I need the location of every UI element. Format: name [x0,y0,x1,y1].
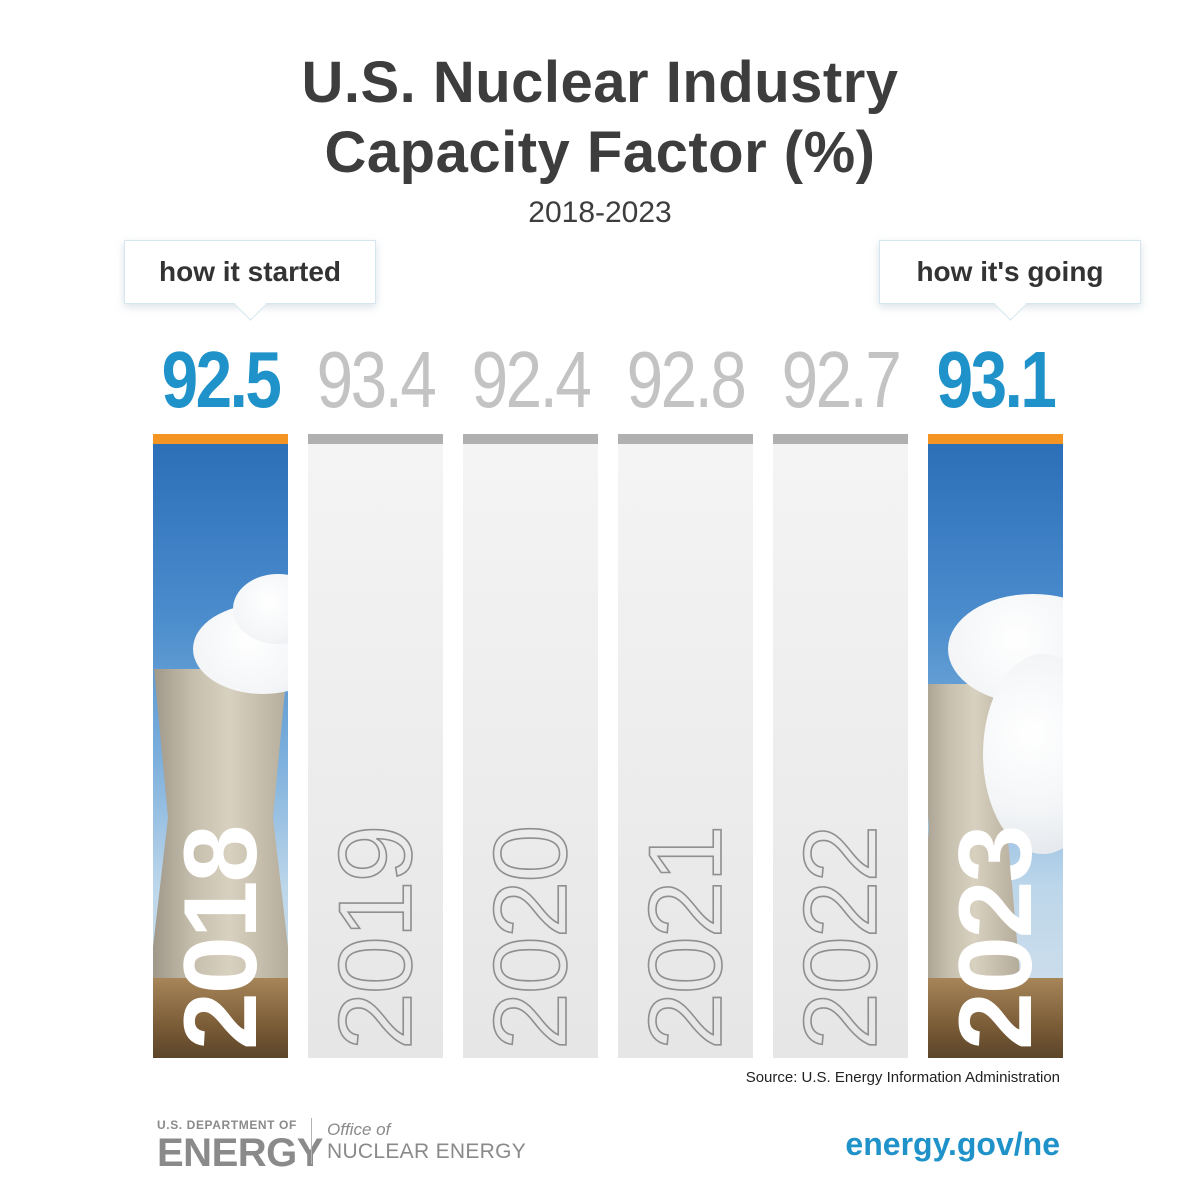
bar-cap-2023 [928,434,1063,444]
chart-subtitle: 2018-2023 [528,196,672,229]
grass-field [153,978,288,1058]
chart-title-line-1: U.S. Nuclear Industry [301,50,899,115]
office-line-1: Office of [327,1120,391,1139]
bar-2023: 2023 [928,444,1063,1058]
bar-cap-2018 [153,434,288,444]
bar-2020: 2020 [463,444,598,1058]
bar-2019: 2019 [308,444,443,1058]
website-link[interactable]: energy.gov/ne [845,1126,1060,1162]
value-label-2022: 92.7 [781,335,902,424]
doe-logo-small-text: U.S. DEPARTMENT OF [157,1118,297,1132]
bar-cap-2022 [773,434,908,444]
category-label-2022: 2022 [782,826,900,1051]
office-of-nuclear-energy: Office of NUCLEAR ENERGY [327,1120,526,1164]
category-label-2020: 2020 [472,826,590,1051]
category-label-2023: 2023 [937,826,1054,1050]
value-label-2018: 92.5 [161,335,282,424]
category-label-2019: 2019 [317,826,435,1051]
value-label-2019: 93.4 [316,335,437,424]
bar-2021: 2021 [618,444,753,1058]
value-label-2021: 92.8 [626,335,747,424]
chart-title: U.S. Nuclear Industry Capacity Factor (%… [0,48,1200,188]
callout-how-its-going: how it's going [879,240,1141,321]
bar-2018: 2018 [153,444,288,1058]
value-label-2023: 93.1 [936,335,1057,424]
bar-cap-2019 [308,434,443,444]
chart-title-line-2: Capacity Factor (%) [324,120,876,185]
logo-divider [311,1118,312,1164]
callout-how-it-started-text: how it started [158,256,341,287]
source-note: Source: U.S. Energy Information Administ… [745,1069,1060,1086]
category-label-2018: 2018 [162,826,279,1050]
callout-how-its-going-text: how it's going [916,256,1104,287]
cooling-tower [153,669,288,999]
office-line-2: NUCLEAR ENERGY [327,1140,527,1163]
category-label-2021: 2021 [627,826,745,1051]
doe-logo: U.S. DEPARTMENT OF ENERGY [157,1118,323,1174]
callout-how-it-started: how it started [124,240,376,321]
grass-field [928,978,1063,1058]
doe-logo-big-text: ENERGY [157,1131,323,1175]
bar-cap-2020 [463,434,598,444]
bar-cap-2021 [618,434,753,444]
bar-2022: 2022 [773,444,908,1058]
value-label-2020: 92.4 [471,335,592,424]
